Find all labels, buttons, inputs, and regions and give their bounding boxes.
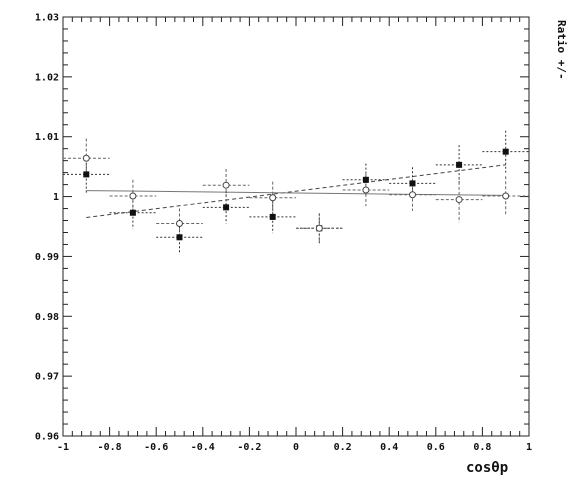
y-tick-label: 0.97	[35, 372, 59, 383]
x-tick-label: -0.6	[144, 442, 168, 453]
y-tick-label: 1.03	[35, 13, 59, 24]
fit-line-open-series	[86, 190, 506, 196]
data-point-filled-square	[223, 204, 230, 211]
y-tick-marks	[63, 16, 529, 437]
y-tick-label: 1	[53, 192, 59, 203]
data-point-open-circle	[409, 191, 416, 199]
x-tick-label: 0.8	[473, 442, 491, 453]
x-axis-label: cosθp	[466, 460, 508, 476]
y-tick-label: 1.01	[35, 132, 59, 143]
x-tick-label: -1	[57, 442, 69, 453]
data-point-filled-square	[456, 161, 463, 168]
fit-line-filled-series	[86, 164, 506, 219]
y-tick-labels: 0.96 0.97 0.98 0.99 1 1.01 1.02 1.03	[35, 13, 59, 443]
y-tick-label: 0.98	[35, 312, 59, 323]
y-axis-label: Ratio +/-	[555, 20, 568, 80]
data-point-open-circle	[455, 196, 463, 204]
data-point-open-circle	[176, 220, 183, 228]
x-tick-label: 0.4	[380, 442, 398, 453]
data-point-filled-square	[409, 180, 416, 187]
data-point-open-circle	[362, 186, 370, 194]
fit-lines	[86, 164, 506, 219]
data-point-filled-square	[129, 209, 136, 216]
data-point-open-circle	[222, 181, 230, 189]
data-point-open-circle	[315, 224, 323, 232]
x-tick-label: -0.2	[237, 442, 261, 453]
y-tick-label: 0.99	[35, 252, 59, 263]
data-point-filled-square	[83, 171, 90, 178]
y-tick-label: 0.96	[35, 432, 59, 443]
data-point-open-circle	[502, 192, 510, 200]
x-tick-label: 0	[293, 442, 299, 453]
data-point-open-circle	[82, 154, 90, 162]
markers	[82, 148, 510, 241]
x-tick-label: -0.8	[98, 442, 122, 453]
x-tick-marks	[62, 17, 530, 436]
x-tick-label: 0.6	[427, 442, 445, 453]
y-tick-label: 1.02	[35, 72, 59, 83]
data-point-filled-square	[502, 148, 509, 155]
data-point-filled-square	[362, 176, 369, 183]
x-tick-label: 0.2	[334, 442, 352, 453]
data-point-open-circle	[129, 192, 137, 200]
data-point-filled-square	[269, 213, 276, 220]
data-point-open-circle	[269, 194, 277, 202]
data-point-filled-square	[176, 234, 183, 241]
x-tick-labels: -1 -0.8 -0.6 -0.4 -0.2 0 0.2 0.4 0.6 0.8 1	[57, 442, 532, 453]
x-tick-label: -0.4	[191, 442, 215, 453]
x-tick-label: 1	[526, 442, 532, 453]
